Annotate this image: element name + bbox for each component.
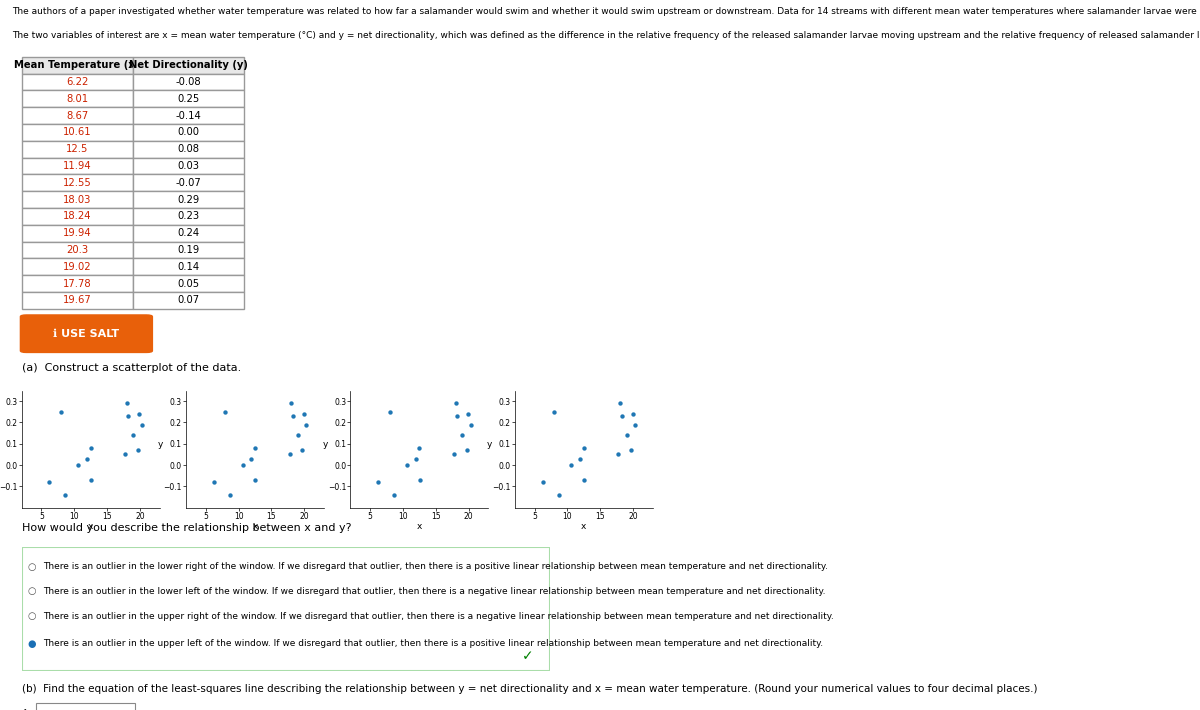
Text: The authors of a paper investigated whether water temperature was related to how: The authors of a paper investigated whet… xyxy=(12,7,1200,16)
Point xyxy=(40,476,59,488)
Point xyxy=(617,430,636,441)
Point xyxy=(68,459,88,471)
Point xyxy=(550,489,569,501)
Point xyxy=(115,449,134,460)
Text: ŷ =: ŷ = xyxy=(22,709,41,710)
Text: There is an outlier in the upper left of the window. If we disregard that outlie: There is an outlier in the upper left of… xyxy=(43,639,823,648)
Point xyxy=(457,444,476,456)
Text: How would you describe the relationship between x and y?: How would you describe the relationship … xyxy=(22,523,352,533)
Point xyxy=(288,430,307,441)
Point xyxy=(52,406,71,417)
Point xyxy=(82,442,101,454)
Point xyxy=(409,442,430,454)
Point xyxy=(233,459,252,471)
Text: (a)  Construct a scatterplot of the data.: (a) Construct a scatterplot of the data. xyxy=(22,364,241,373)
Point xyxy=(570,453,589,464)
Point xyxy=(293,444,312,456)
Text: ℹ USE SALT: ℹ USE SALT xyxy=(53,329,120,339)
Point xyxy=(461,419,480,430)
Point xyxy=(130,408,149,420)
Text: ○: ○ xyxy=(28,586,36,596)
Text: (b)  Find the equation of the least-squares line describing the relationship bet: (b) Find the equation of the least-squar… xyxy=(22,684,1037,694)
Point xyxy=(410,474,430,486)
Point xyxy=(132,419,151,430)
Point xyxy=(446,398,466,409)
Point xyxy=(283,410,302,422)
Point xyxy=(397,459,416,471)
Point xyxy=(562,459,581,471)
Point xyxy=(533,476,552,488)
X-axis label: x: x xyxy=(581,523,587,531)
Text: There is an outlier in the lower right of the window. If we disregard that outli: There is an outlier in the lower right o… xyxy=(43,562,828,571)
X-axis label: x: x xyxy=(88,523,94,531)
Point xyxy=(452,430,472,441)
Point xyxy=(204,476,223,488)
Point xyxy=(282,398,301,409)
Point xyxy=(608,449,628,460)
Point xyxy=(611,398,630,409)
Point xyxy=(406,453,425,464)
Bar xyxy=(36,704,134,710)
Point xyxy=(622,444,641,456)
Text: ✓: ✓ xyxy=(522,650,534,663)
Y-axis label: y: y xyxy=(323,440,328,449)
Point xyxy=(118,398,137,409)
Point xyxy=(56,489,76,501)
Point xyxy=(82,474,101,486)
Point xyxy=(380,406,400,417)
X-axis label: x: x xyxy=(252,523,258,531)
Text: ○: ○ xyxy=(28,611,36,621)
Text: There is an outlier in the upper right of the window. If we disregard that outli: There is an outlier in the upper right o… xyxy=(43,612,834,621)
Point xyxy=(458,408,478,420)
Point xyxy=(575,474,594,486)
Point xyxy=(574,442,593,454)
Point xyxy=(216,406,235,417)
Point xyxy=(280,449,299,460)
Y-axis label: y: y xyxy=(158,440,163,449)
Text: ○: ○ xyxy=(28,562,36,572)
FancyBboxPatch shape xyxy=(20,315,152,352)
Point xyxy=(368,476,388,488)
Point xyxy=(296,419,316,430)
Point xyxy=(77,453,96,464)
Text: ●: ● xyxy=(28,638,36,649)
Point xyxy=(612,410,631,422)
Point xyxy=(625,419,644,430)
Point xyxy=(124,430,143,441)
Point xyxy=(221,489,240,501)
Point xyxy=(448,410,467,422)
Text: There is an outlier in the lower left of the window. If we disregard that outlie: There is an outlier in the lower left of… xyxy=(43,587,826,596)
Point xyxy=(385,489,404,501)
Point xyxy=(128,444,148,456)
Point xyxy=(246,474,265,486)
X-axis label: x: x xyxy=(416,523,422,531)
Point xyxy=(623,408,642,420)
Point xyxy=(545,406,564,417)
Point xyxy=(241,453,260,464)
Point xyxy=(119,410,138,422)
Text: The two variables of interest are x = mean water temperature (°C) and y = net di: The two variables of interest are x = me… xyxy=(12,31,1200,40)
Point xyxy=(444,449,463,460)
Point xyxy=(246,442,265,454)
Point xyxy=(294,408,313,420)
Y-axis label: y: y xyxy=(487,440,492,449)
